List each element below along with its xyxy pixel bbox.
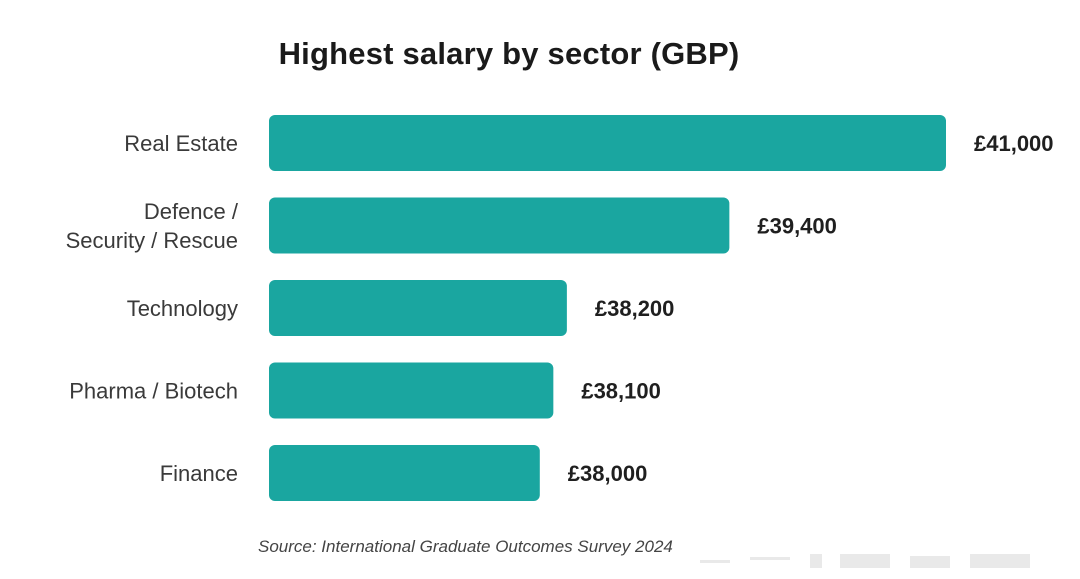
bar-4 <box>269 445 540 501</box>
bar-0 <box>269 115 946 171</box>
bar-1 <box>269 197 730 254</box>
source-note: Source: International Graduate Outcomes … <box>258 537 673 556</box>
category-label-3: Pharma / Biotech <box>69 379 238 404</box>
category-label-4: Finance <box>160 461 238 486</box>
chart-title: Highest salary by sector (GBP) <box>278 36 740 71</box>
bar-3 <box>269 362 554 419</box>
value-label-4: £38,000 <box>568 461 648 486</box>
value-label-0: £41,000 <box>974 131 1054 156</box>
category-label-0: Real Estate <box>124 131 238 156</box>
category-label-2: Technology <box>127 296 238 321</box>
value-label-1: £39,400 <box>757 214 837 239</box>
value-label-3: £38,100 <box>581 379 661 404</box>
watermark-logo <box>700 554 1030 568</box>
category-label-1: Defence / Security / Rescue <box>66 199 239 253</box>
value-label-2: £38,200 <box>595 296 675 321</box>
bar-2 <box>269 280 567 336</box>
